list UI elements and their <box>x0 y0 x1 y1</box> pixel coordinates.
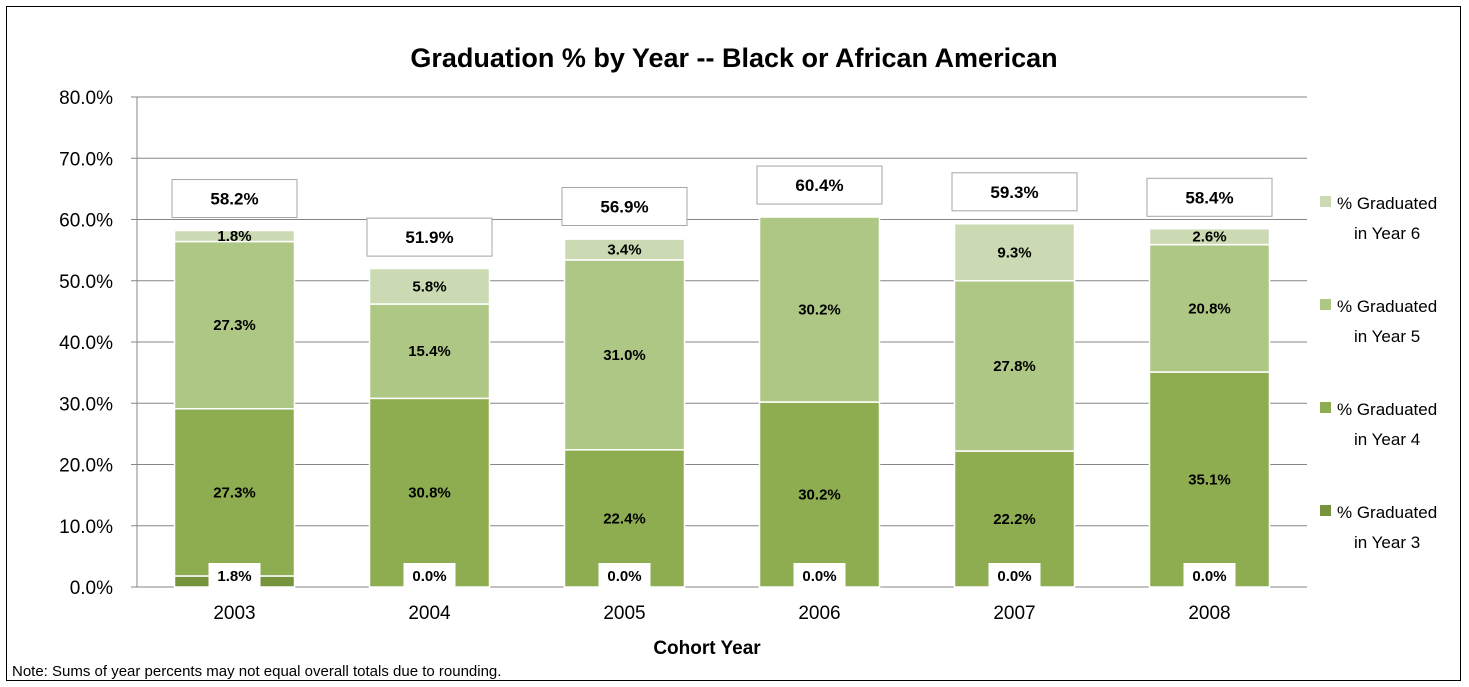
legend-label: % Graduated <box>1337 297 1437 316</box>
data-labels: 1.8% 27.3% 27.3% 1.8% 58.2% 0.0% 30.8% 15.4% 5.8… <box>171 165 1273 587</box>
data-label-2008-year4: 35.1% <box>1188 472 1231 489</box>
total-label-box <box>1146 177 1273 217</box>
data-label-2004-year4: 30.8% <box>408 485 451 502</box>
y-tick-label: 40.0% <box>59 333 113 354</box>
base-label-box <box>793 563 846 587</box>
x-tick-label: 2007 <box>993 603 1035 624</box>
bar-segment-2004-year5 <box>368 303 491 400</box>
legend-label: % Graduated <box>1337 503 1437 522</box>
bar-segment-2004-year6 <box>368 267 491 305</box>
gridlines <box>131 96 1307 588</box>
data-label-2005-year5: 31.0% <box>603 347 646 364</box>
legend-swatch <box>1320 299 1331 310</box>
bar-segment-2007-year6 <box>953 223 1076 282</box>
legend-label: in Year 3 <box>1354 533 1420 552</box>
data-label-2008-year3: 0.0% <box>1192 568 1226 585</box>
data-label-2004-year6: 5.8% <box>412 278 446 295</box>
bar-segment-2005-year5 <box>563 259 686 451</box>
chart-title: Graduation % by Year -- Black or African… <box>410 43 1057 73</box>
data-label-2007-year5: 27.8% <box>993 358 1036 375</box>
total-label-2008: 58.4% <box>1185 188 1233 207</box>
bar-segment-2008-year6 <box>1148 227 1271 246</box>
legend-label: % Graduated <box>1337 400 1437 419</box>
data-label-2008-year5: 20.8% <box>1188 300 1231 317</box>
total-label-box <box>171 179 298 219</box>
y-tick-label: 50.0% <box>59 272 113 293</box>
footnote: Note: Sums of year percents may not equa… <box>12 663 501 680</box>
data-label-2007-year4: 22.2% <box>993 511 1036 528</box>
y-tick-label: 20.0% <box>59 456 113 477</box>
y-tick-label: 60.0% <box>59 211 113 232</box>
data-label-2003-year6: 1.8% <box>217 228 251 245</box>
bar-segment-2008-year4 <box>1148 371 1271 588</box>
total-label-2004: 51.9% <box>405 228 453 247</box>
data-label-2004-year5: 15.4% <box>408 343 451 360</box>
total-label-2003: 58.2% <box>210 190 258 209</box>
total-label-box <box>561 186 688 226</box>
legend-label: in Year 5 <box>1354 327 1420 346</box>
base-label-box <box>1183 563 1236 587</box>
y-tick-label: 70.0% <box>59 149 113 170</box>
data-label-2006-year4: 30.2% <box>798 487 841 504</box>
data-label-2005-year4: 22.4% <box>603 510 646 527</box>
y-tick-label: 30.0% <box>59 394 113 415</box>
x-tick-label: 2003 <box>213 603 255 624</box>
data-label-2008-year6: 2.6% <box>1192 229 1226 246</box>
bars <box>173 216 1271 588</box>
x-tick-label: 2004 <box>408 603 451 624</box>
data-label-2003-year5: 27.3% <box>213 317 256 334</box>
bar-segment-2003-year5 <box>173 240 296 410</box>
legend-label: % Graduated <box>1337 194 1437 213</box>
x-tick-label: 2006 <box>798 603 840 624</box>
bar-segment-2008-year5 <box>1148 243 1271 373</box>
bar-segment-2006-year5 <box>758 216 881 403</box>
y-tick-label: 10.0% <box>59 517 113 538</box>
legend-label: in Year 6 <box>1354 224 1420 243</box>
legend: % Graduated in Year 6 % Graduated in Year 5… <box>1320 194 1437 552</box>
data-label-2006-year5: 30.2% <box>798 302 841 319</box>
data-label-2003-year4: 27.3% <box>213 484 256 501</box>
data-label-2004-year3: 0.0% <box>412 568 446 585</box>
total-label-box <box>366 217 493 257</box>
stacked-bar-chart: Graduation % by Year -- Black or African… <box>12 43 1437 680</box>
legend-label: in Year 4 <box>1354 430 1420 449</box>
data-label-2005-year6: 3.4% <box>607 242 641 259</box>
chart-frame: Graduation % by Year -- Black or African… <box>6 6 1461 681</box>
total-label-box <box>756 165 883 205</box>
data-label-2007-year6: 9.3% <box>997 244 1031 261</box>
base-label-box <box>988 563 1041 587</box>
base-label-box <box>208 563 261 587</box>
legend-swatch <box>1320 402 1331 413</box>
data-label-2003-year3: 1.8% <box>217 568 251 585</box>
x-tick-label: 2005 <box>603 603 645 624</box>
data-label-2007-year3: 0.0% <box>997 568 1031 585</box>
base-label-box <box>598 563 651 587</box>
bar-segment-2005-year6 <box>563 238 686 261</box>
total-label-2006: 60.4% <box>795 176 843 195</box>
bar-segment-2007-year5 <box>953 280 1076 452</box>
x-axis: 2003 2004 2005 2006 2007 2008 <box>213 603 1230 624</box>
x-axis-title: Cohort Year <box>653 638 761 659</box>
legend-swatch <box>1320 196 1331 207</box>
x-tick-label: 2008 <box>1188 603 1230 624</box>
y-tick-label: 0.0% <box>70 578 113 599</box>
base-label-box <box>403 563 456 587</box>
bar-segment-2003-year4 <box>173 408 296 577</box>
total-label-2007: 59.3% <box>990 183 1038 202</box>
y-tick-label: 80.0% <box>59 88 113 109</box>
legend-swatch <box>1320 505 1331 516</box>
total-label-box <box>951 172 1078 212</box>
y-axis: 0.0% 10.0% 20.0% 30.0% 40.0% 50.0% 60.0% 70.0% 8… <box>59 88 138 599</box>
bar-segment-2003-year6 <box>173 229 296 243</box>
data-label-2005-year3: 0.0% <box>607 568 641 585</box>
data-label-2006-year3: 0.0% <box>802 568 836 585</box>
total-label-2005: 56.9% <box>600 197 648 216</box>
